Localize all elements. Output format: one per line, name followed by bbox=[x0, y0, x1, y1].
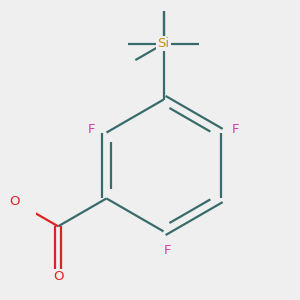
Text: F: F bbox=[164, 244, 171, 257]
Text: F: F bbox=[231, 123, 239, 136]
Text: ·: · bbox=[0, 195, 1, 208]
Text: F: F bbox=[88, 123, 96, 136]
Text: O: O bbox=[53, 270, 63, 283]
Text: Si: Si bbox=[158, 37, 169, 50]
Text: O: O bbox=[9, 195, 20, 208]
